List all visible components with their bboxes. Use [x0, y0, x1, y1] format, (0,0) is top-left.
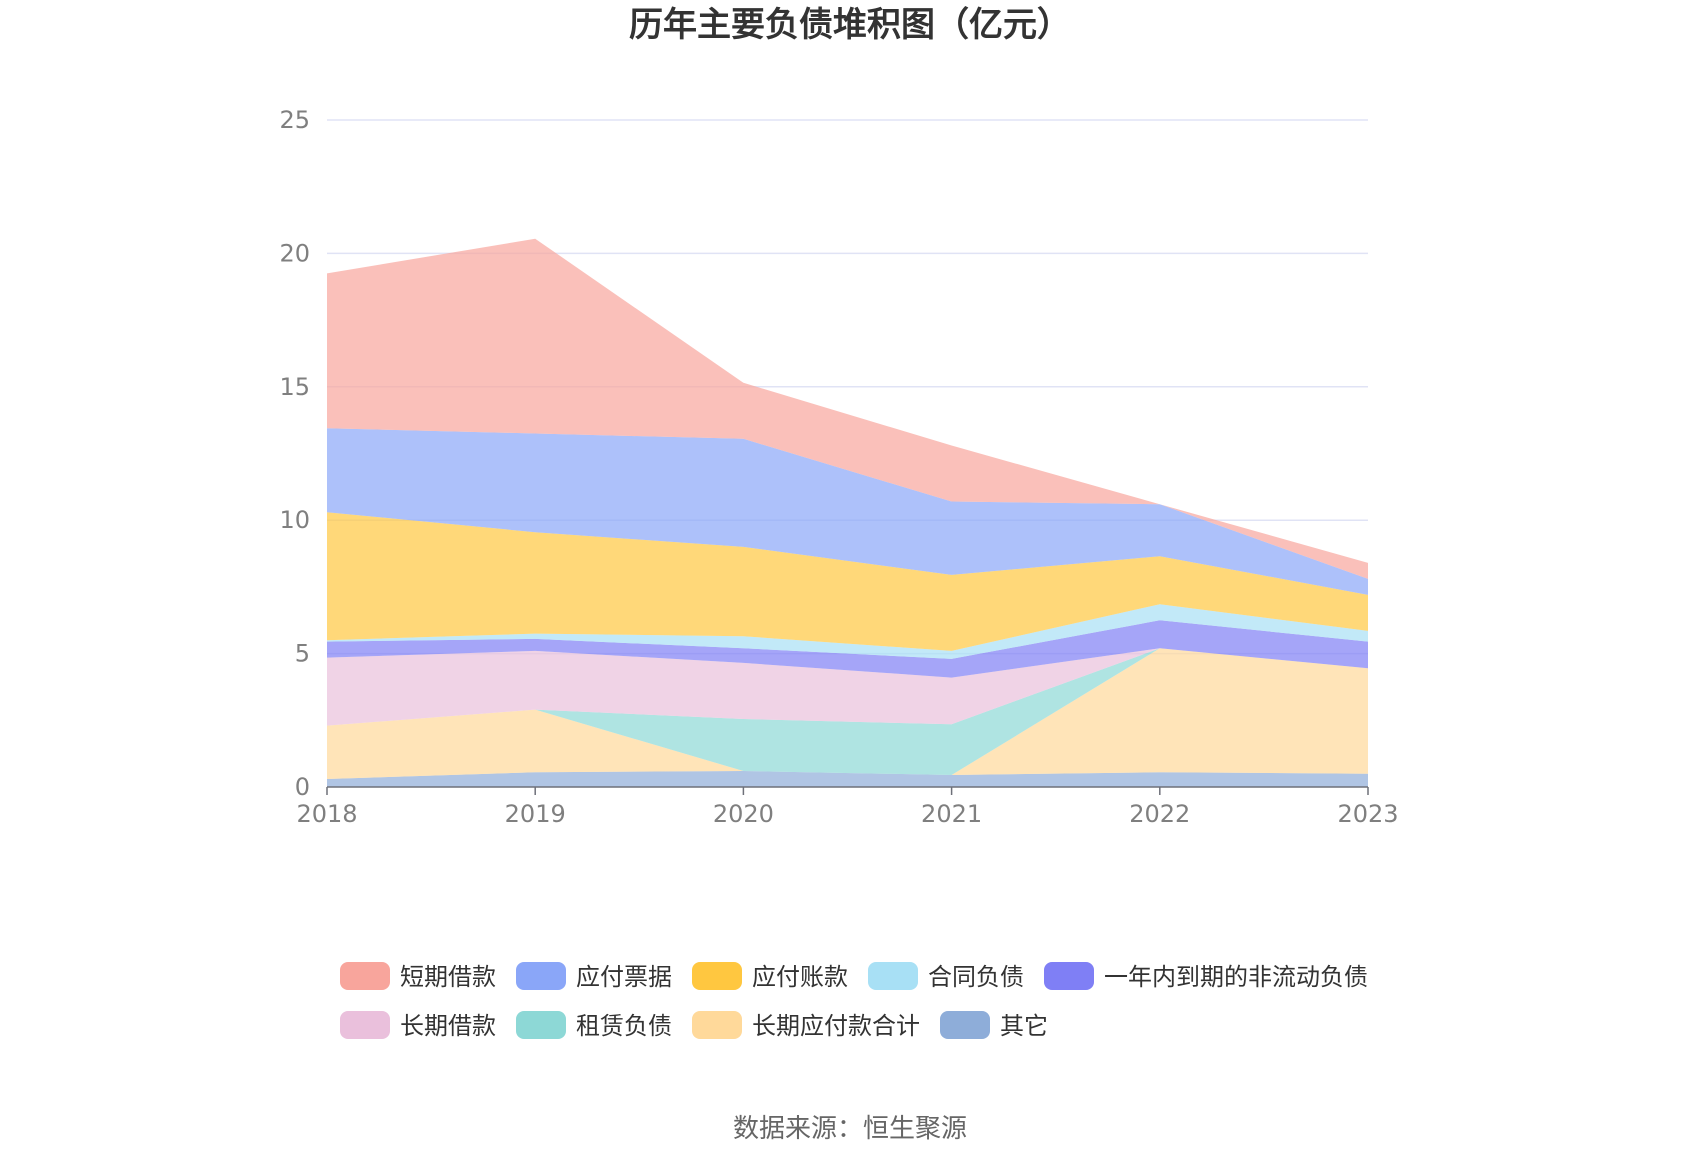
- x-tick-label: 2021: [921, 800, 982, 828]
- series-area: [327, 604, 1368, 659]
- legend-label: 长期应付款合计: [752, 1012, 920, 1040]
- source-note: 数据来源：恒生聚源: [733, 1114, 967, 1144]
- series-area: [327, 428, 1368, 595]
- x-tick-label: 2023: [1337, 800, 1398, 828]
- series-areas: [327, 238, 1368, 787]
- series-area: [327, 771, 1368, 787]
- legend-item[interactable]: 应付票据: [516, 962, 672, 991]
- legend-swatch: [1044, 962, 1094, 990]
- series-area: [327, 620, 1368, 678]
- legend-item[interactable]: 其它: [940, 1011, 1048, 1040]
- legend-swatch: [340, 962, 390, 990]
- legend-swatch: [692, 962, 742, 990]
- legend-swatch: [516, 1011, 566, 1039]
- y-tick-label: 25: [279, 106, 310, 134]
- y-tick-label: 20: [279, 239, 310, 267]
- y-tick-label: 15: [279, 373, 310, 401]
- legend-label: 应付账款: [752, 963, 848, 991]
- legend-item[interactable]: 短期借款: [340, 962, 496, 991]
- legend-label: 租赁负债: [576, 1012, 672, 1040]
- x-tick-label: 2018: [296, 800, 357, 828]
- legend-label: 其它: [1000, 1012, 1048, 1040]
- legend-item[interactable]: 合同负债: [868, 962, 1024, 991]
- y-tick-label: 5: [295, 640, 310, 668]
- series-area: [327, 648, 1368, 779]
- legend-label: 合同负债: [928, 963, 1024, 991]
- legend-label: 短期借款: [400, 963, 496, 991]
- axes: 0 5 10 15 20 25 2018 2019 2020 2021 2022 2023: [279, 106, 1398, 828]
- series-area: [327, 648, 1368, 726]
- series-area: [327, 648, 1368, 775]
- series-area: [327, 512, 1368, 651]
- legend-item[interactable]: 长期应付款合计: [692, 1011, 920, 1040]
- y-tick-label: 10: [279, 506, 310, 534]
- y-tick-label: 0: [295, 773, 310, 801]
- legend-item[interactable]: 长期借款: [340, 1011, 496, 1040]
- chart-title: 历年主要负债堆积图（亿元）: [629, 5, 1071, 45]
- legend-label: 长期借款: [400, 1012, 496, 1040]
- legend-item[interactable]: 租赁负债: [516, 1011, 672, 1040]
- legend-label: 一年内到期的非流动负债: [1104, 963, 1368, 991]
- legend-swatch: [340, 1011, 390, 1039]
- legend-swatch: [692, 1011, 742, 1039]
- x-tick-label: 2019: [505, 800, 566, 828]
- legend-item[interactable]: 应付账款: [692, 962, 848, 991]
- x-tick-label: 2022: [1129, 800, 1190, 828]
- legend-swatch: [940, 1011, 990, 1039]
- legend-label: 应付票据: [576, 963, 672, 991]
- legend-swatch: [868, 962, 918, 990]
- series-area: [327, 238, 1368, 579]
- x-tick-label: 2020: [713, 800, 774, 828]
- legend-swatch: [516, 962, 566, 990]
- legend-item[interactable]: 一年内到期的非流动负债: [1044, 962, 1368, 991]
